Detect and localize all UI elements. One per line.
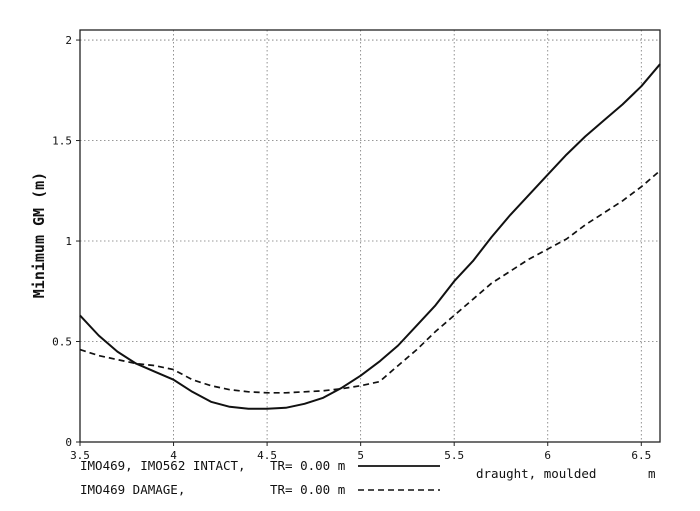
x-tick-label: 6.5	[631, 449, 651, 462]
grid-lines	[80, 30, 660, 442]
y-axis-ticks: 0 0.5 1 1.5 2	[52, 34, 80, 449]
damage-series-line	[79, 170, 661, 394]
y-axis-label: Minimum GM (m)	[30, 172, 48, 298]
legend-damage-tr: TR= 0.00 m	[270, 482, 345, 497]
x-tick-label: 6	[544, 449, 551, 462]
series-group	[79, 63, 661, 410]
x-tick-label: 4.5	[257, 449, 277, 462]
x-tick-label: 5	[357, 449, 364, 462]
y-tick-label: 2	[65, 34, 72, 47]
x-axis-ticks: 3.5 4 4.5 5 5.5 6 6.5	[70, 442, 651, 462]
x-axis-unit: m	[648, 466, 656, 481]
x-tick-label: 4	[170, 449, 177, 462]
x-tick-label: 3.5	[70, 449, 90, 462]
legend-intact-tr: TR= 0.00 m	[270, 458, 345, 473]
y-tick-label: 0.5	[52, 336, 72, 349]
plot-frame	[79, 29, 661, 443]
intact-series-line	[79, 63, 661, 410]
x-tick-label: 5.5	[444, 449, 464, 462]
x-axis-label: draught, moulded	[476, 466, 596, 481]
y-tick-label: 0	[65, 436, 72, 449]
y-tick-label: 1.5	[52, 135, 72, 148]
y-tick-label: 1	[65, 235, 72, 248]
legend-intact-name: IMO469, IMO562 INTACT,	[80, 458, 246, 473]
legend-damage-name: IMO469 DAMAGE,	[80, 482, 185, 497]
